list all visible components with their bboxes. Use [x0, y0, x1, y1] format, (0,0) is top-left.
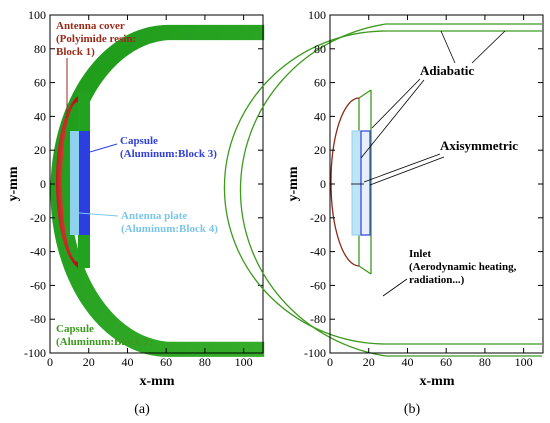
capsule-block3	[79, 131, 90, 235]
panel-b-xtick-label: 80	[479, 355, 491, 369]
svg-text:radiation...): radiation...)	[409, 274, 465, 286]
panel-b-ytick-label: -20	[310, 211, 326, 225]
svg-text:Antenna cover: Antenna cover	[56, 20, 125, 32]
panel-b-ytick-label: 0	[320, 177, 326, 191]
svg-text:Block 1): Block 1)	[56, 46, 95, 58]
panel-b-xlabel: x-mm	[420, 374, 455, 389]
panel-a-caption: (a)	[134, 402, 150, 417]
antenna-plate-block4	[70, 131, 79, 235]
panel-b-ytick-label: -60	[310, 278, 326, 292]
antenna-cover-outline	[330, 97, 360, 267]
panel-a-xtick-label: 80	[199, 355, 211, 369]
panel-b-plot-area	[223, 23, 542, 357]
inlet-label: Inlet (Aerodynamic heating, radiation...…	[382, 248, 517, 297]
panel-a-xtick-label: 40	[121, 355, 133, 369]
panel-a-ytick-label: 20	[34, 143, 46, 157]
capsule-block2-label: Capsule (Aluminum:Block 2)	[56, 323, 153, 348]
antenna-plate-label: Antenna plate (Aluminum:Block 4)	[78, 210, 218, 235]
panel-b-ylabel: y-mm	[286, 166, 301, 201]
panel-b-caption: (b)	[404, 402, 421, 417]
panel-b-xtick-label: 0	[327, 355, 333, 369]
panel-a-ytick-label: 0	[40, 177, 46, 191]
panel-a-xtick-label: 60	[160, 355, 172, 369]
panel-a-ylabel: y-mm	[6, 166, 21, 201]
panel-a-ytick-label: -80	[30, 312, 46, 326]
panel-a-ytick-label: 100	[28, 8, 46, 22]
panel-a-ytick-label: -20	[30, 211, 46, 225]
panel-b-axes: 0 20 40 60 80 100 100 80 60 40 20 0 -20 -40 -60 -80 -100	[304, 8, 543, 369]
antenna-cover-label: Antenna cover (Polyimide resin: Block 1)	[56, 20, 136, 118]
svg-text:(Aluminum:Block 2): (Aluminum:Block 2)	[56, 336, 153, 348]
panel-b-ytick-label: -40	[310, 245, 326, 259]
svg-text:Capsule: Capsule	[56, 323, 94, 335]
svg-text:Adiabatic: Adiabatic	[420, 63, 474, 78]
panel-a-xtick-label: 20	[83, 355, 95, 369]
capsule-outer-boundary	[239, 23, 542, 357]
panel-b-xtick-label: 40	[401, 355, 413, 369]
antenna-cover-block1	[55, 96, 78, 268]
panel-b-ytick-label: 60	[314, 76, 326, 90]
panel-b-ytick-label: 20	[314, 143, 326, 157]
panel-b-xtick-label: 20	[363, 355, 375, 369]
panel-a-ytick-label: -100	[24, 346, 46, 360]
panel-a-ytick-label: 60	[34, 76, 46, 90]
panel-a-ytick-label: -60	[30, 278, 46, 292]
svg-text:Antenna plate: Antenna plate	[121, 210, 187, 222]
panel-a: 0 20 40 60 80 100 100 80 60 40 20 0 -20 -40 -60 -80 -100…	[6, 8, 265, 417]
panel-a-ytick-label: -40	[30, 245, 46, 259]
capsule-block3-outline	[360, 130, 371, 236]
antenna-plate-outline	[351, 130, 362, 236]
panel-a-axes: 0 20 40 60 80 100 100 80 60 40 20 0 -20 -40 -60 -80 -100	[24, 8, 263, 369]
panel-a-xtick-label: 100	[235, 355, 253, 369]
svg-text:(Aluminum:Block 4): (Aluminum:Block 4)	[121, 223, 218, 235]
panel-b-ytick-label: -80	[310, 312, 326, 326]
axisymmetric-label: Axisymmetric	[363, 138, 518, 186]
panel-b-ytick-label: -100	[304, 346, 326, 360]
svg-text:(Aluminum:Block 3): (Aluminum:Block 3)	[120, 148, 217, 160]
panel-b-ytick-label: 100	[308, 8, 326, 22]
svg-text:(Aerodynamic heating,: (Aerodynamic heating,	[409, 261, 517, 273]
panel-a-ytick-label: 40	[34, 109, 46, 123]
svg-text:(Polyimide resin:: (Polyimide resin:	[56, 33, 136, 45]
capsule-inner-boundary	[223, 30, 542, 345]
svg-text:Axisymmetric: Axisymmetric	[440, 138, 518, 153]
svg-text:Inlet: Inlet	[409, 248, 431, 260]
panel-a-xtick-label: 0	[47, 355, 53, 369]
panel-a-plot-area	[50, 24, 265, 357]
panel-b-ytick-label: 40	[314, 109, 326, 123]
adiabatic-label: Adiabatic	[360, 30, 506, 159]
panel-b: 0 20 40 60 80 100 100 80 60 40 20 0 -20 -40 -60 -80 -100…	[223, 8, 544, 417]
panel-a-ytick-label: 80	[34, 42, 46, 56]
panel-a-xlabel: x-mm	[140, 374, 175, 389]
svg-text:Capsule: Capsule	[120, 135, 158, 147]
panel-b-xtick-label: 60	[440, 355, 452, 369]
capsule-block3-label: Capsule (Aluminum:Block 3)	[89, 135, 217, 160]
panel-b-ytick-label: 80	[314, 42, 326, 56]
panel-b-xtick-label: 100	[515, 355, 533, 369]
